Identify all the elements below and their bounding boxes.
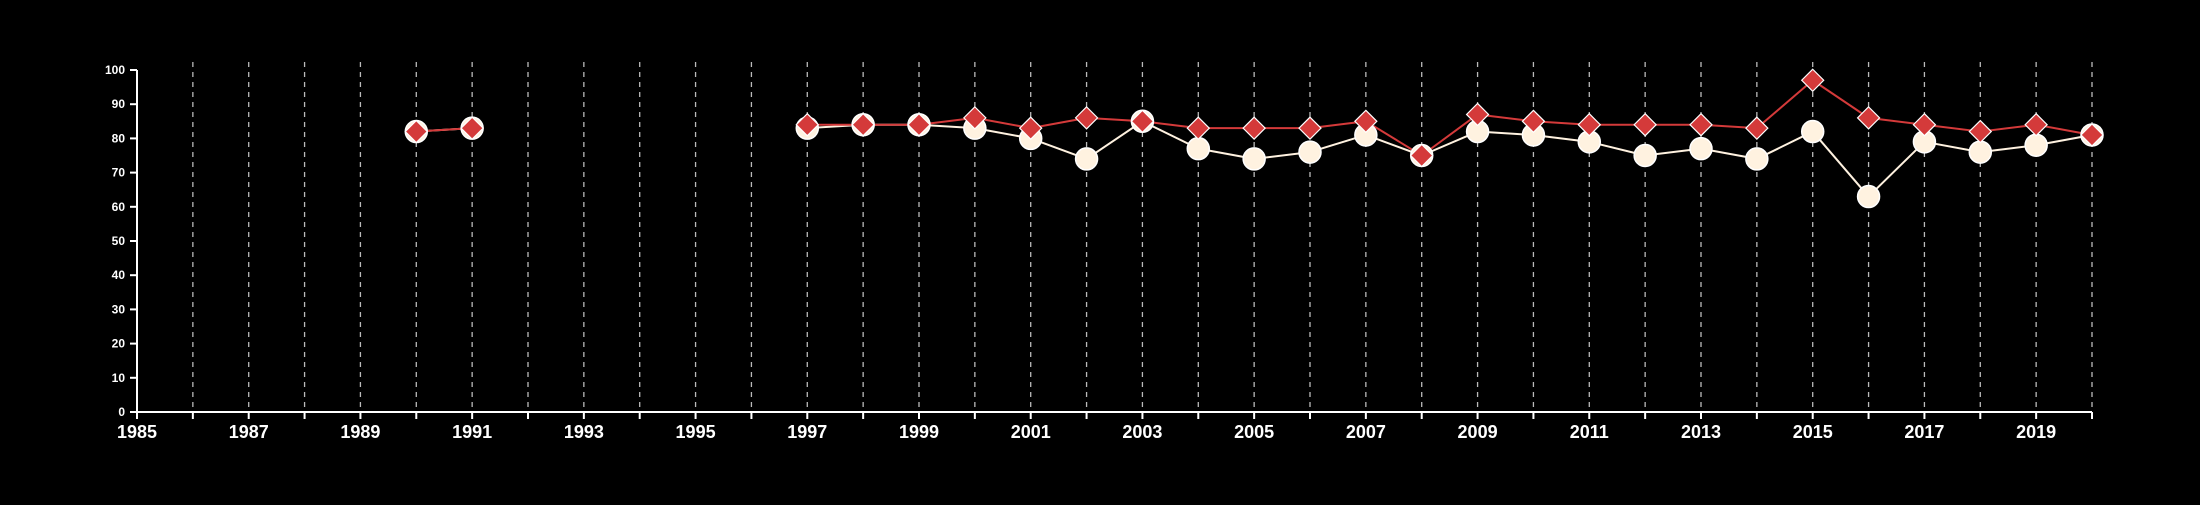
x-tick-label: 2005 (1234, 422, 1274, 442)
series-1-point (1689, 136, 1713, 161)
series-2-point (1130, 109, 1155, 134)
series-1-point (1186, 136, 1211, 161)
series-2-point (2080, 123, 2104, 147)
series-2-point (963, 106, 987, 130)
x-tick-label: 2019 (2016, 422, 2056, 442)
series-2-point (1409, 143, 1434, 168)
series-2-point (795, 112, 820, 137)
grid-lines (192, 62, 2093, 412)
x-tick-label: 1995 (676, 422, 716, 442)
x-tick-label: 2001 (1011, 422, 1051, 442)
y-tick-label: 60 (112, 200, 126, 214)
series-1-point (1298, 140, 1322, 164)
axes (130, 69, 2093, 419)
x-tick-label: 1999 (899, 422, 939, 442)
y-tick-label: 10 (112, 371, 126, 385)
series-2-point (1856, 106, 1881, 130)
series-2-point (1577, 112, 1602, 137)
series-2-point (1186, 116, 1211, 140)
series-2-point (1074, 106, 1099, 130)
series-2-point (1521, 109, 1546, 134)
series-1-line-segment (1811, 130, 1870, 198)
series-1-line-segment (1867, 141, 1926, 198)
series-1-point (1745, 147, 1769, 171)
y-tick-label: 30 (112, 302, 126, 316)
x-tick-label: 1987 (229, 422, 269, 442)
x-tick-label: 1997 (787, 422, 827, 442)
series-2-point (1242, 116, 1266, 140)
y-tick-label: 80 (112, 131, 126, 145)
series-2-point (1689, 112, 1713, 137)
x-tick-label: 2011 (1570, 422, 1609, 442)
x-tick-label: 1985 (117, 422, 157, 442)
y-tick-label: 40 (112, 268, 126, 282)
series-1-point (1242, 147, 1266, 171)
y-tick-label: 50 (112, 234, 126, 248)
series-2-point (1968, 119, 1993, 144)
series-1-point (1968, 140, 1993, 164)
x-tick-label: 2003 (1122, 422, 1162, 442)
series-2-point (1354, 109, 1378, 134)
tick-labels: 1985 1987 1989 1991 1993 1995 1997 1999 2001 2003… (105, 63, 2056, 442)
series-2-point (851, 112, 875, 137)
series-2-point (1800, 68, 1825, 93)
series-2-point (1465, 102, 1490, 127)
series-2-point (1298, 116, 1322, 140)
series-markers (404, 68, 2104, 209)
y-tick-label: 0 (118, 405, 125, 419)
series-2-point (1018, 116, 1043, 140)
y-tick-label: 100 (105, 63, 125, 77)
x-tick-label: 2013 (1681, 422, 1721, 442)
x-tick-label: 1993 (564, 422, 604, 442)
series-2-point (2024, 112, 2048, 137)
x-tick-label: 2009 (1458, 422, 1498, 442)
series-1-point (1633, 143, 1657, 168)
y-tick-label: 20 (112, 337, 126, 351)
series-2-point (404, 119, 429, 144)
series-2-point (1912, 112, 1937, 137)
y-tick-label: 70 (112, 166, 126, 180)
series-1-point (1074, 147, 1099, 171)
series-2-point (1633, 112, 1657, 137)
series-2-line-segment (1812, 79, 1870, 119)
series-2-point (907, 112, 931, 137)
x-tick-label: 2017 (1904, 422, 1944, 442)
x-tick-label: 1991 (452, 422, 492, 442)
series-2-line-segment (1756, 79, 1814, 129)
series-1-point (1856, 184, 1881, 209)
x-tick-label: 1989 (340, 422, 380, 442)
series-1-point (2024, 133, 2048, 157)
series-1-point (1800, 119, 1825, 144)
series-2-point (460, 116, 484, 140)
x-tick-label: 2015 (1793, 422, 1833, 442)
x-tick-label: 2007 (1346, 422, 1386, 442)
series-2-point (1745, 116, 1769, 140)
y-tick-label: 90 (112, 97, 126, 111)
